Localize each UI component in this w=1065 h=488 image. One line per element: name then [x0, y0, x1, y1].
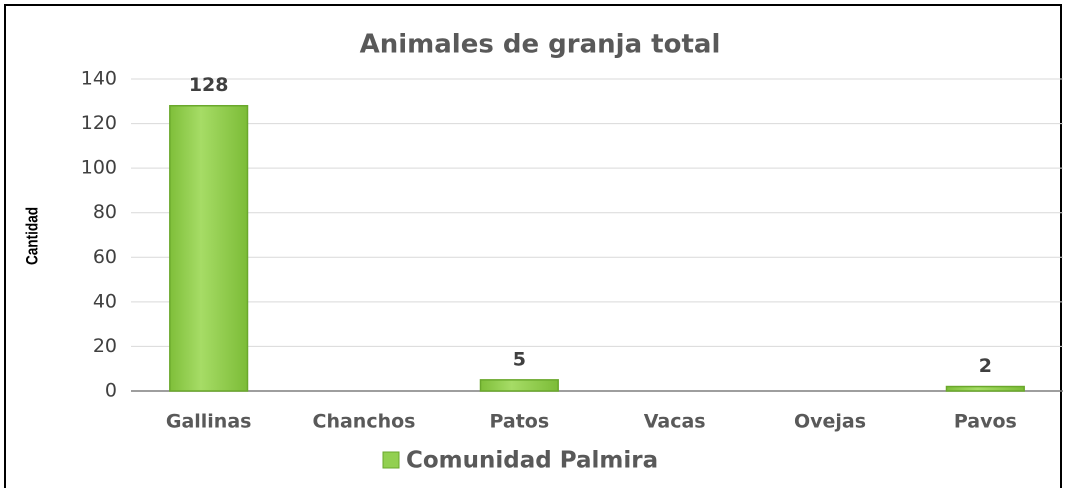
y-tick-label: 40 [93, 290, 117, 312]
y-tick-label: 60 [93, 246, 117, 268]
y-tick-label: 140 [81, 68, 117, 90]
bar [945, 385, 1025, 392]
x-tick-label: Chanchos [313, 411, 416, 433]
x-tick-label: Pavos [954, 411, 1017, 433]
y-tick-label: 80 [93, 201, 117, 223]
bar [479, 379, 559, 392]
y-tick-label: 0 [105, 380, 117, 402]
x-tick-label: Vacas [644, 411, 706, 433]
x-tick-label: Patos [489, 411, 549, 433]
chart-title: Animales de granja total [360, 30, 721, 60]
x-tick-label: Ovejas [794, 411, 866, 433]
legend-swatch [382, 451, 400, 469]
y-tick-label: 20 [93, 335, 117, 357]
x-tick-label: Gallinas [166, 411, 252, 433]
y-tick-label: 120 [81, 112, 117, 134]
data-label: 5 [513, 348, 526, 370]
y-axis-title: Cantidad [23, 207, 42, 265]
data-label: 128 [189, 74, 229, 96]
legend-label: Comunidad Palmira [406, 448, 658, 474]
bar [169, 104, 249, 392]
y-tick-label: 100 [81, 157, 117, 179]
data-label: 2 [979, 355, 992, 377]
